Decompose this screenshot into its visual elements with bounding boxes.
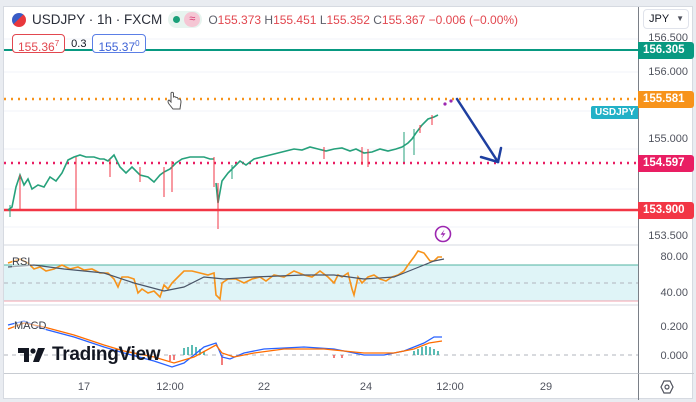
macd-signal-line <box>7 322 443 364</box>
time-tick: 12:00 <box>436 381 464 393</box>
price-tag-155581: 155.581 <box>638 91 694 108</box>
price-tick: 156.000 <box>648 66 688 78</box>
spread-value: 0.3 <box>71 37 87 50</box>
symbol-price-tag: USDJPY <box>591 106 638 119</box>
price-tag-154597: 154.597 <box>638 155 694 172</box>
price-tick: 155.000 <box>648 133 688 145</box>
price-tag-156305: 156.305 <box>638 42 694 59</box>
sell-button[interactable]: 155.367 <box>12 34 66 54</box>
chevron-down-icon: ▼ <box>676 14 684 23</box>
ohlc-values: O155.373 H155.451 L155.352 C155.367 −0.0… <box>208 12 519 27</box>
price-tag-153900: 153.900 <box>638 202 694 219</box>
symbol-legend: USDJPY · 1h · FXCM ≈ O155.373 H155.451 L… <box>12 11 518 28</box>
rsi-label[interactable]: RSI <box>12 256 31 268</box>
chart-window: USDJPY · 1h · FXCM ≈ O155.373 H155.451 L… <box>3 6 694 400</box>
usdjpy-flag-icon <box>12 12 26 27</box>
delayed-badge: ≈ <box>184 12 201 27</box>
price-tick: 153.500 <box>648 230 688 242</box>
time-axis[interactable]: 17 12:00 22 24 12:00 29 <box>4 373 638 400</box>
time-tick: 22 <box>257 381 271 393</box>
time-tick: 29 <box>539 381 553 393</box>
macd-tick: 0.000 <box>660 350 688 362</box>
down-arrow-annotation <box>455 97 503 164</box>
tradingview-logo: TradingView <box>18 344 161 366</box>
macd-line <box>7 320 442 368</box>
chart-area[interactable]: USDJPY · 1h · FXCM ≈ O155.373 H155.451 L… <box>4 7 638 373</box>
rsi-ma-line <box>7 258 445 292</box>
time-tick: 12:00 <box>156 381 184 393</box>
rsi-tick: 80.00 <box>660 251 688 263</box>
rsi-tick: 40.00 <box>660 287 688 299</box>
hand-cursor-icon <box>167 91 182 110</box>
chart-canvas[interactable] <box>4 7 638 373</box>
currency-select[interactable]: JPY ▼ <box>643 9 689 29</box>
macd-label[interactable]: MACD <box>14 320 47 332</box>
price-tick: 156.500 <box>648 32 688 44</box>
price-axis[interactable]: JPY ▼ 156.500 156.000 155.000 153.500 156… <box>638 7 694 373</box>
symbol-label[interactable]: USDJPY · 1h · FXCM <box>32 12 163 27</box>
quote-panel: 155.367 0.3 155.370 <box>12 34 146 54</box>
macd-tick: 0.200 <box>660 321 688 333</box>
tradingview-logo-icon <box>18 348 45 362</box>
market-open-icon <box>173 16 181 23</box>
time-tick: 17 <box>77 381 91 393</box>
settings-hexagon-icon <box>659 380 674 394</box>
lightning-icon <box>434 225 452 243</box>
chart-settings-button[interactable] <box>638 373 694 400</box>
rsi-line <box>7 250 442 301</box>
time-tick: 24 <box>359 381 373 393</box>
market-status[interactable]: ≈ <box>168 11 203 28</box>
buy-button[interactable]: 155.370 <box>92 34 146 54</box>
